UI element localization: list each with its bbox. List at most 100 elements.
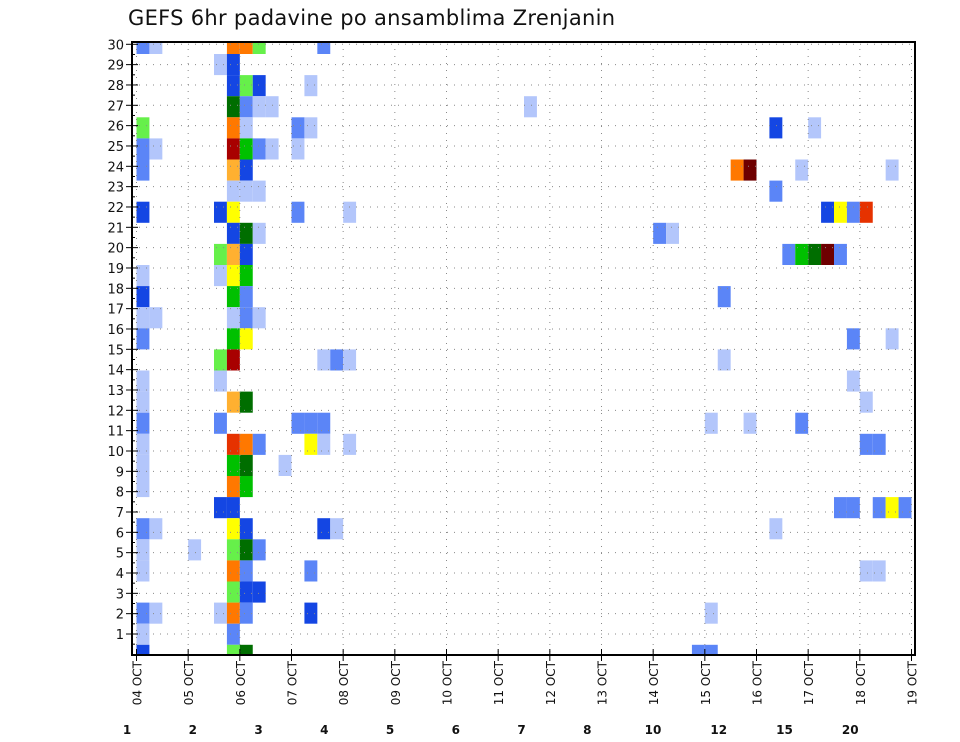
- heatmap-cell: [226, 243, 240, 265]
- heatmap-cell: [239, 243, 253, 265]
- heatmap-cell: [136, 265, 150, 287]
- heatmap-cell: [226, 54, 240, 76]
- heatmap-cell: [343, 349, 357, 371]
- heatmap-cell: [226, 307, 240, 329]
- heatmap-cell: [226, 286, 240, 308]
- x-tick-label: 07 OCT: [286, 660, 300, 705]
- heatmap-cell: [808, 117, 822, 139]
- heatmap-cell: [330, 349, 344, 371]
- y-tick-label: 9: [116, 465, 124, 480]
- heatmap-cell: [214, 54, 227, 76]
- heatmap-cell: [136, 623, 150, 645]
- heatmap-cell: [872, 560, 886, 582]
- heatmap-cell: [239, 476, 253, 498]
- x-tick-label: 11 OCT: [492, 660, 506, 705]
- heatmap-cell: [704, 602, 718, 624]
- x-tick-label: 15 OCT: [699, 660, 713, 705]
- y-tick-label: 18: [107, 282, 124, 297]
- colorbar-label: 10: [645, 723, 662, 737]
- colorbar-label: 5: [386, 723, 394, 737]
- heatmap-cell: [239, 42, 253, 54]
- heatmap-cell: [226, 117, 240, 139]
- heatmap-cell: [226, 518, 240, 540]
- heatmap-cell: [136, 391, 150, 413]
- heatmap-cell: [252, 180, 266, 202]
- heatmap-cell: [226, 159, 240, 181]
- colorbar-label: 2: [189, 723, 197, 737]
- heatmap-cell: [717, 349, 731, 371]
- heatmap-cell: [317, 518, 331, 540]
- heatmap-cell: [136, 286, 150, 308]
- x-tick-label: 19 OCT: [906, 660, 920, 705]
- heatmap-cell: [226, 644, 240, 655]
- heatmap-cell: [239, 518, 253, 540]
- heatmap-cell: [226, 602, 240, 624]
- heatmap-cell: [717, 286, 731, 308]
- heatmap-cell: [653, 222, 667, 244]
- heatmap-cell: [885, 497, 899, 519]
- heatmap-cell: [226, 201, 240, 223]
- y-tick-label: 8: [116, 486, 124, 501]
- y-tick-label: 21: [107, 221, 124, 236]
- heatmap-cell: [291, 138, 305, 160]
- heatmap-cell: [226, 96, 240, 118]
- heatmap-cell: [782, 243, 796, 265]
- x-tick-label: 09 OCT: [389, 660, 403, 705]
- heatmap-cell: [214, 497, 227, 519]
- colorbar: 1 2 3 4 5 6 7 8 10 12 15 20: [123, 723, 859, 737]
- heatmap-cell: [859, 433, 873, 455]
- heatmap-cell: [136, 328, 150, 350]
- x-tick-labels: 04 OCT 05 OCT 06 OCT 07 OCT 08 OCT 09 OCT 10 O…: [131, 660, 920, 705]
- heatmap-cell: [885, 159, 899, 181]
- heatmap-cell: [252, 307, 266, 329]
- y-tick-label: 28: [107, 79, 124, 94]
- heatmap-cell: [317, 412, 331, 434]
- heatmap-cell: [846, 201, 860, 223]
- colorbar-label: 15: [776, 723, 793, 737]
- colorbar-label: 20: [842, 723, 859, 737]
- x-tick-label: 17 OCT: [802, 660, 816, 705]
- heatmap-cell: [769, 117, 783, 139]
- heatmap-cell: [149, 138, 163, 160]
- heatmap-cell: [136, 454, 150, 476]
- heatmap-cell: [239, 307, 253, 329]
- heatmap-cell: [239, 433, 253, 455]
- y-tick-label: 1: [116, 628, 124, 643]
- heatmap-cell: [226, 222, 240, 244]
- heatmap-cell: [239, 391, 253, 413]
- y-tick-label: 30: [107, 38, 124, 53]
- heatmap-cell: [252, 222, 266, 244]
- heatmap-cell: [136, 560, 150, 582]
- heatmap-cell: [214, 201, 227, 223]
- heatmap-cell: [304, 75, 318, 97]
- heatmap-cell: [136, 644, 150, 655]
- heatmap-cell: [239, 265, 253, 287]
- heatmap-cell: [226, 328, 240, 350]
- y-tick-label: 16: [107, 323, 124, 338]
- heatmap-cell: [226, 42, 240, 54]
- heatmap-cell: [136, 518, 150, 540]
- heatmap-cell: [291, 412, 305, 434]
- heatmap-cell: [252, 96, 266, 118]
- heatmap-cell: [226, 581, 240, 603]
- heatmap-cell: [136, 476, 150, 498]
- y-tick-label: 7: [116, 506, 124, 521]
- heatmap-cell: [214, 265, 227, 287]
- x-tick-label: 10 OCT: [441, 660, 455, 705]
- heatmap-cell: [317, 433, 331, 455]
- heatmap-cell: [898, 497, 912, 519]
- heatmap-cell: [239, 602, 253, 624]
- heatmap-cell: [226, 138, 240, 160]
- heatmap-cell: [795, 159, 809, 181]
- heatmap-cell: [149, 518, 163, 540]
- colorbar-label: 1: [123, 723, 131, 737]
- heatmap-cell: [291, 117, 305, 139]
- heatmap-cell: [239, 222, 253, 244]
- y-tick-label: 14: [107, 364, 124, 379]
- y-tick-label: 22: [107, 201, 124, 216]
- heatmap-cell: [226, 560, 240, 582]
- colorbar-label: 3: [254, 723, 262, 737]
- heatmap-cell: [149, 307, 163, 329]
- y-tick-label: 5: [116, 547, 124, 562]
